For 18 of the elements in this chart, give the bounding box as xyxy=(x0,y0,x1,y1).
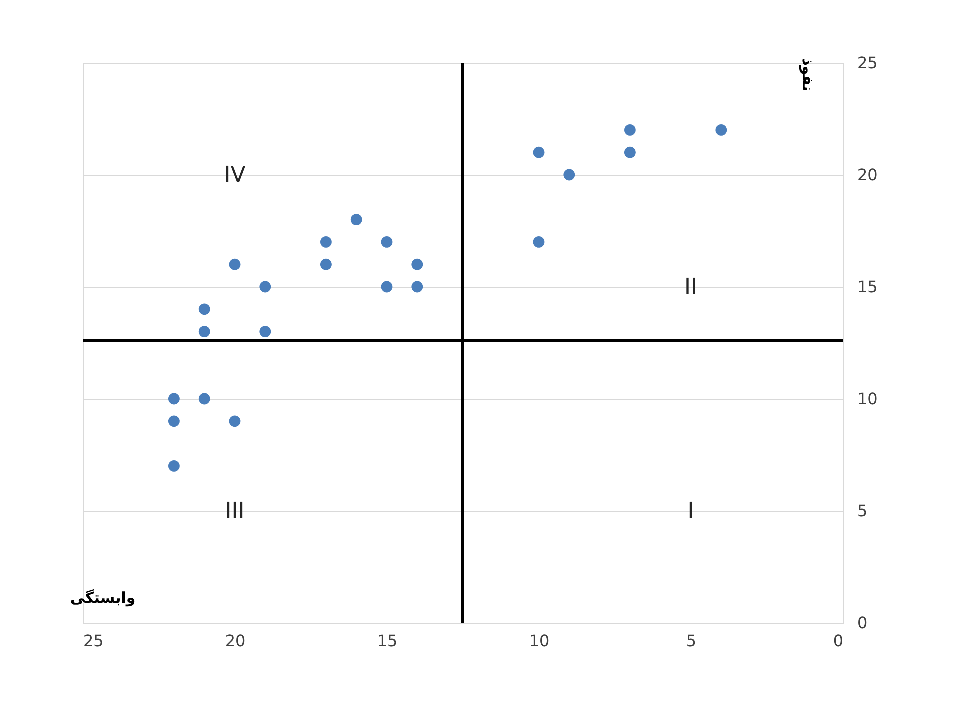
annotation: I xyxy=(688,499,694,524)
x-tick-label: 25 xyxy=(84,632,104,650)
x-tick-label: 0 xyxy=(833,632,844,650)
x-tick-label: 10 xyxy=(529,632,550,650)
y-tick-label: 5 xyxy=(858,502,868,520)
x-tick-label: 20 xyxy=(225,632,246,650)
y-tick-label: 10 xyxy=(858,390,878,408)
annotation: II xyxy=(684,275,698,300)
y-tick-label: 15 xyxy=(858,278,878,296)
x-axis-title: وابستگی xyxy=(70,589,136,607)
y-tick-label: 0 xyxy=(858,614,868,632)
annotation: III xyxy=(225,499,245,524)
y-axis-title: نفوذ xyxy=(799,58,817,92)
annotation: IV xyxy=(224,163,246,188)
y-tick-label: 20 xyxy=(858,166,878,184)
x-tick-label: 15 xyxy=(377,632,398,650)
y-tick-label: 25 xyxy=(858,54,878,72)
x-tick-label: 5 xyxy=(686,632,697,650)
